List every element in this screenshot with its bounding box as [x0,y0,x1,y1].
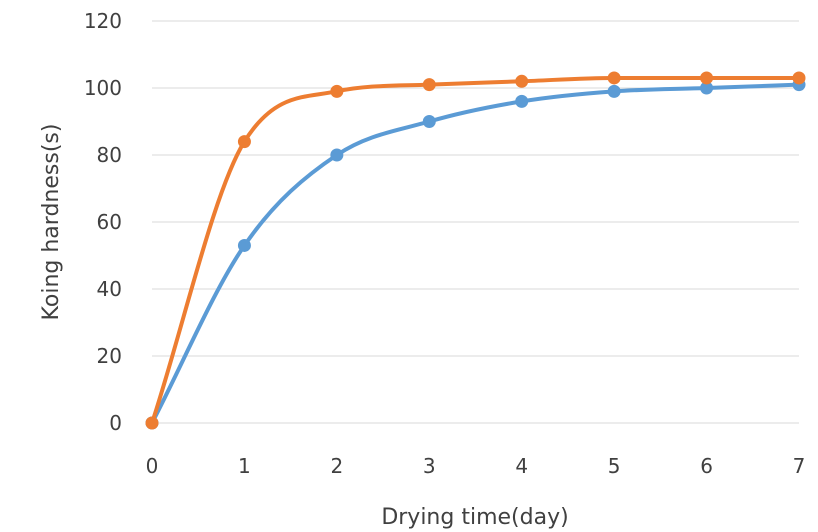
x-tick-label: 2 [330,454,343,478]
data-point [607,71,621,85]
x-tick-label: 4 [515,454,528,478]
series-line [150,82,801,425]
y-axis-title: Koing hardness(s) [39,124,64,321]
data-point [515,74,529,88]
data-point [145,416,159,430]
data-point [330,84,344,98]
y-tick-label: 60 [97,210,122,234]
x-tick-label: 0 [146,454,159,478]
y-tick-label: 120 [84,9,122,33]
x-axis-title: Drying time(day) [381,505,568,530]
series-0 [145,78,806,430]
x-axis-tick-labels: 0 1 2 3 4 5 6 7 [146,454,806,478]
series-group [145,71,806,430]
data-point [237,238,251,252]
data-point [700,71,714,85]
y-axis-tick-labels: 0 20 40 60 80 100 120 [84,9,122,435]
x-tick-label: 5 [608,454,621,478]
data-point [422,115,436,128]
data-point [515,94,529,108]
data-point [607,84,621,98]
data-point [330,148,344,162]
data-point [792,71,806,85]
x-tick-label: 7 [793,454,806,478]
y-tick-label: 40 [97,277,122,301]
x-tick-label: 3 [423,454,436,478]
gridlines [152,20,799,357]
y-tick-label: 100 [84,76,122,100]
y-tick-label: 20 [97,344,122,368]
series-1 [145,71,806,430]
data-point [700,81,714,95]
data-point [422,78,436,92]
series-line [150,75,801,425]
x-tick-label: 1 [238,454,251,478]
x-tick-label: 6 [700,454,713,478]
y-tick-label: 80 [97,143,122,167]
y-tick-label: 0 [109,411,122,435]
data-point [237,135,251,149]
